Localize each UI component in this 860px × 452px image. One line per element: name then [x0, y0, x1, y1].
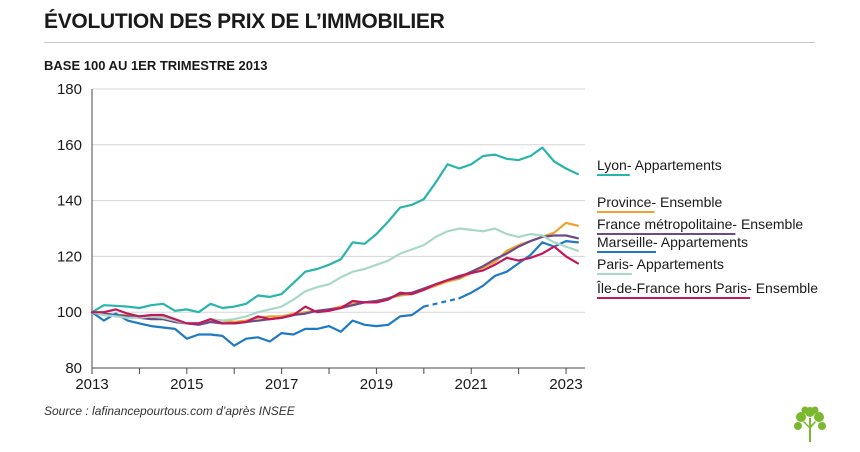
legend-label: Paris: [597, 256, 629, 272]
chart-subtitle: BASE 100 AU 1ER TRIMESTRE 2013: [44, 58, 268, 73]
y-tick-label: 80: [65, 360, 82, 377]
legend-label: France métropolitaine: [597, 216, 733, 232]
legend-suffix: - Appartements: [627, 157, 722, 173]
y-tick-label: 160: [57, 137, 82, 154]
title-divider: [44, 42, 815, 43]
tree-icon: [794, 406, 826, 442]
y-tick-label: 100: [57, 304, 82, 321]
legend-suffix: - Appartements: [653, 234, 748, 250]
legend-label: Île-de-France hors Paris: [596, 280, 747, 296]
x-tick-label: 2017: [265, 376, 298, 393]
series-line-0: [90, 146, 579, 314]
series-line-5: [90, 245, 579, 325]
legend-suffix: - Ensemble: [747, 280, 818, 296]
legend-suffix: - Ensemble: [651, 194, 722, 210]
legend-label: Lyon: [597, 157, 627, 173]
y-tick-label: 120: [57, 248, 82, 265]
chart-title: ÉVOLUTION DES PRIX DE L’IMMOBILIER: [44, 10, 445, 33]
source-note: Source : lafinancepourtous.com d’après I…: [44, 404, 295, 418]
legend-label: Marseille: [597, 234, 653, 250]
x-tick-label: 2019: [360, 376, 393, 393]
x-tick-label: 2023: [549, 376, 582, 393]
legend-suffix: - Appartements: [629, 256, 724, 272]
series-line-4: [90, 227, 579, 325]
legend-suffix: - Ensemble: [732, 216, 803, 232]
legend-label: Province: [597, 194, 652, 210]
y-tick-label: 180: [57, 81, 82, 98]
series-line-dashed-3: [423, 297, 460, 308]
x-tick-label: 2015: [170, 376, 203, 393]
y-tick-label: 140: [57, 193, 82, 210]
x-tick-label: 2021: [455, 376, 488, 393]
x-tick-label: 2013: [75, 376, 108, 393]
